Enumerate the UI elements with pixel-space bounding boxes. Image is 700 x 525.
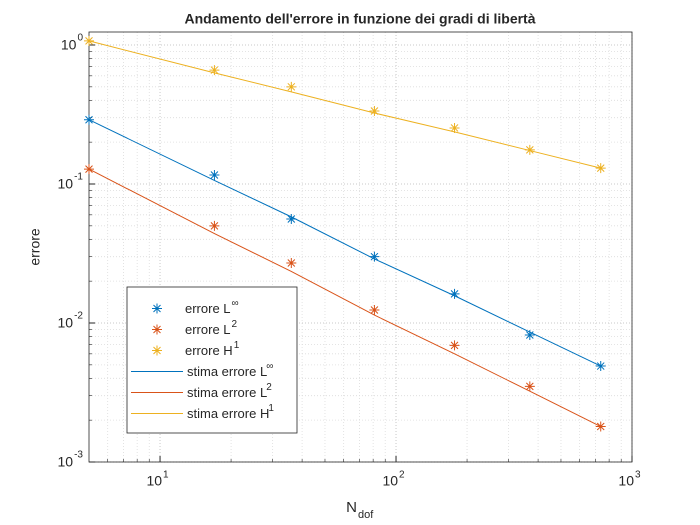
- y-tick-exponent: -2: [74, 311, 83, 322]
- y-tick-exponent: 0: [77, 33, 83, 44]
- y-tick-exponent: -3: [74, 450, 83, 461]
- y-tick-label: 10: [61, 37, 77, 53]
- legend-marker: [152, 303, 162, 314]
- x-tick-label: 10: [382, 473, 398, 489]
- marker: [524, 381, 535, 392]
- marker: [84, 164, 94, 175]
- marker: [449, 340, 460, 351]
- legend-label-superscript: 2: [266, 382, 272, 393]
- line: [88, 40, 601, 169]
- x-axis-label-subscript: dof: [358, 509, 374, 521]
- y-tick-label: 10: [58, 454, 74, 470]
- marker: [369, 251, 380, 262]
- marker: [209, 65, 220, 76]
- marker: [286, 81, 297, 92]
- legend-label-superscript: ∞: [232, 298, 239, 309]
- legend-label: stima errore H: [187, 406, 269, 421]
- marker: [286, 213, 297, 224]
- legend-label: stima errore L: [187, 364, 267, 379]
- marker: [286, 258, 297, 269]
- line: [88, 168, 601, 427]
- x-tick-exponent: 3: [635, 470, 641, 481]
- marker: [449, 288, 460, 299]
- x-tick-label: 10: [146, 473, 162, 489]
- marker: [209, 220, 220, 231]
- line: [88, 119, 601, 367]
- x-tick-exponent: 2: [399, 470, 405, 481]
- marker: [524, 329, 535, 340]
- legend-label-superscript: 1: [234, 340, 240, 351]
- marker: [595, 163, 606, 174]
- marker: [209, 170, 220, 181]
- axes-box: [88, 31, 633, 463]
- legend-label: stima errore L: [187, 385, 267, 400]
- x-tick-label: 10: [618, 473, 634, 489]
- marker: [369, 106, 380, 117]
- y-tick-label: 10: [58, 315, 74, 331]
- legend-label: errore L: [185, 322, 231, 337]
- marker: [84, 114, 94, 125]
- legend-label-superscript: 2: [232, 319, 238, 330]
- chart-title: Andamento dell'errore in funzione dei gr…: [184, 11, 535, 27]
- marker: [449, 122, 460, 133]
- marker: [524, 144, 535, 155]
- y-axis-label: errore: [27, 228, 43, 266]
- legend-label-superscript: ∞: [266, 361, 273, 372]
- legend-box: [126, 286, 298, 434]
- legend-label: errore H: [185, 343, 233, 358]
- legend-marker: [152, 324, 162, 335]
- marker: [369, 305, 380, 316]
- legend-label-superscript: 1: [268, 403, 274, 414]
- y-tick-exponent: -1: [74, 172, 83, 183]
- x-tick-exponent: 1: [163, 470, 169, 481]
- marker: [595, 361, 606, 372]
- marker: [595, 421, 606, 432]
- legend-label: errore L: [185, 301, 231, 316]
- x-axis-label: N: [346, 499, 357, 516]
- legend-marker: [152, 345, 162, 356]
- y-tick-label: 10: [58, 176, 74, 192]
